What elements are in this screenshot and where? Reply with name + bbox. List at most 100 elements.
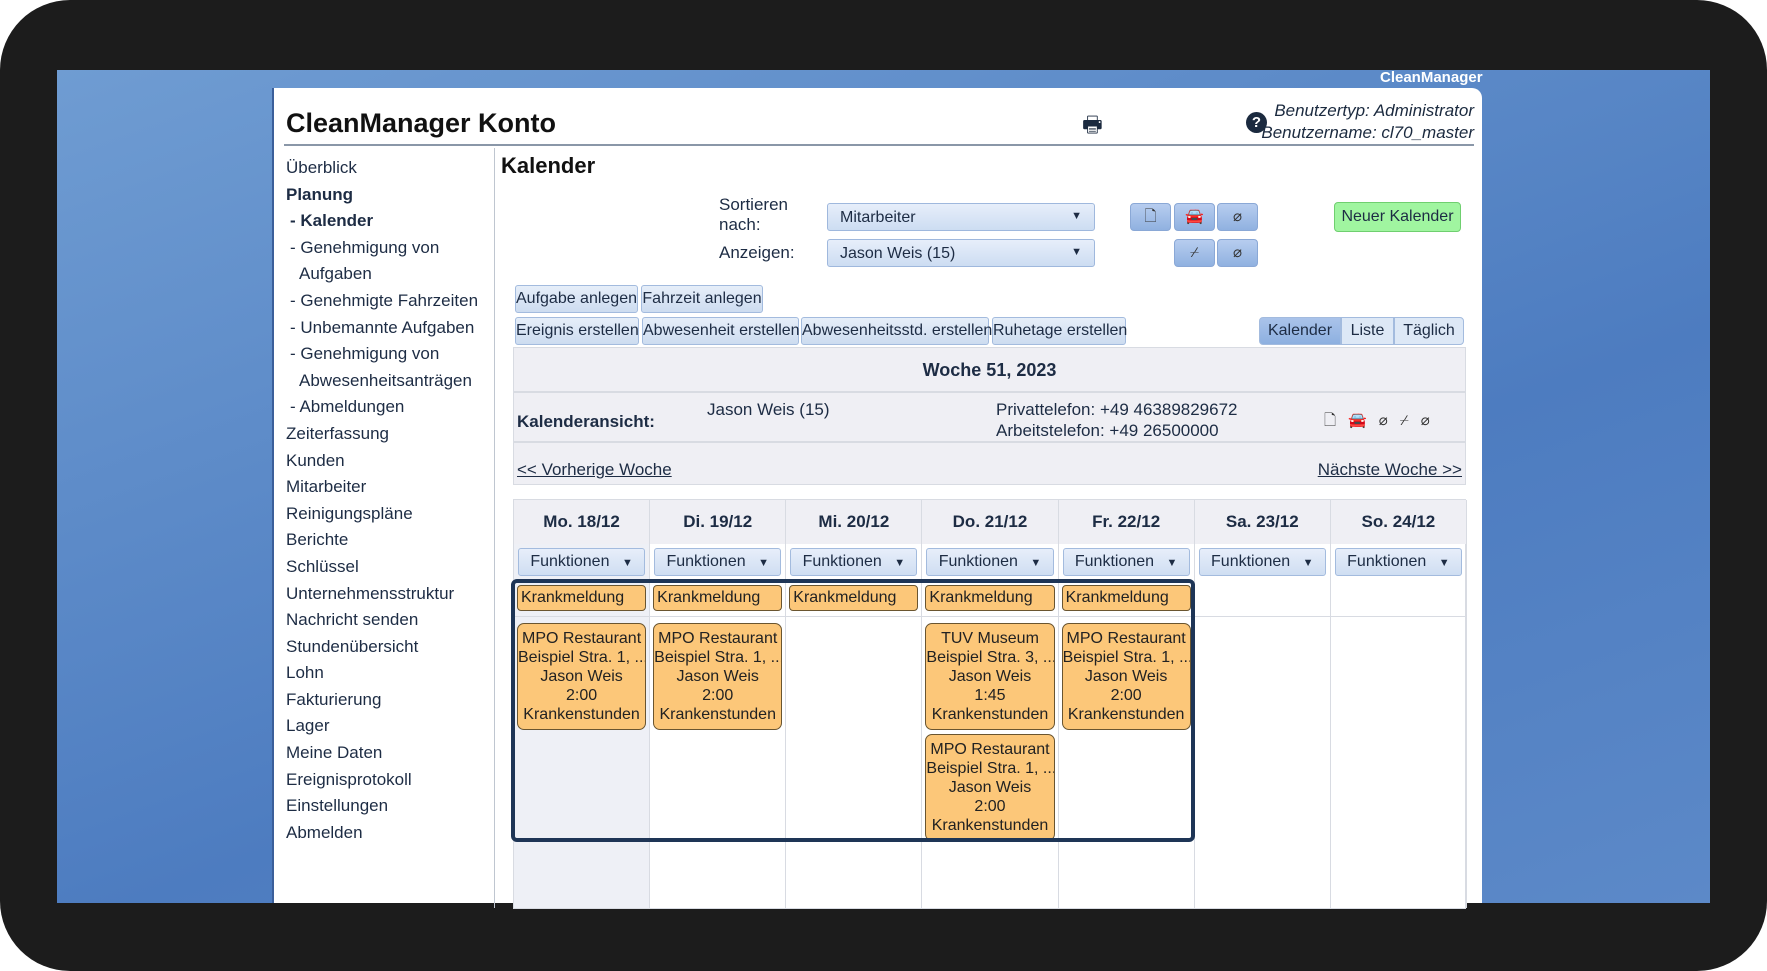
sort-label: Sortieren nach: xyxy=(719,195,788,234)
day-column: Sa. 23/12 Funktionen ▼ xyxy=(1194,500,1331,908)
sidebar-item[interactable]: - Genehmigte Fahrzeiten xyxy=(290,290,479,310)
day-column: So. 24/12 Funktionen ▼ xyxy=(1330,500,1467,908)
functions-dropdown[interactable]: Funktionen ▼ xyxy=(1334,548,1462,576)
day-column: Do. 21/12 Funktionen ▼ Krankmeldung TUV Mus… xyxy=(922,500,1059,908)
section-heading: Kalender xyxy=(501,153,596,178)
sick-note-badge[interactable]: Krankmeldung xyxy=(653,585,783,611)
sidebar-item[interactable]: Lohn xyxy=(286,663,324,683)
create-driving-time-button[interactable]: Fahrzeit anlegen xyxy=(641,285,763,313)
help-icon[interactable]: ? xyxy=(1246,112,1267,133)
sick-note-badge[interactable]: Krankmeldung xyxy=(517,585,647,611)
filter-absence-button[interactable]: ⌀ xyxy=(1217,203,1258,231)
sidebar-item[interactable]: Abwesenheitsanträgen xyxy=(299,370,472,390)
next-week-link[interactable]: Nächste Woche >> xyxy=(1317,460,1462,479)
tab-taeglich[interactable]: Täglich xyxy=(1394,317,1464,345)
create-absence-hours-button[interactable]: Abwesenheitsstd. erstellen xyxy=(801,317,992,345)
calendar-event[interactable]: MPO Restaurant Beispiel Stra. 1, ... Jason… xyxy=(925,734,1055,841)
sidebar-item[interactable]: Abmelden xyxy=(286,822,363,842)
sick-row-divider xyxy=(1194,616,1330,617)
sidebar-item[interactable]: Reinigungspläne xyxy=(286,503,413,523)
caret-down-icon: ▼ xyxy=(1438,557,1450,569)
day-column: Fr. 22/12 Funktionen ▼ Krankmeldung MPO Res… xyxy=(1058,500,1195,908)
caret-down-icon: ▼ xyxy=(894,557,906,569)
filter-tasks-button[interactable]: 🗋 xyxy=(1130,203,1171,231)
sidebar-item[interactable]: Überblick xyxy=(286,158,357,177)
day-header: Do. 21/12 xyxy=(922,500,1058,544)
sort-select[interactable]: Mitarbeiter ▼ xyxy=(827,203,1095,231)
caret-down-icon: ▼ xyxy=(1071,210,1082,222)
create-task-button[interactable]: Aufgabe anlegen xyxy=(515,285,638,313)
sidebar-item[interactable]: - Genehmigung von xyxy=(290,237,440,257)
absence-hours-icon: ⌿ xyxy=(1399,412,1421,429)
absence-icon: ⌀ xyxy=(1378,412,1400,429)
sidebar-item[interactable]: Berichte xyxy=(286,530,349,550)
sidebar-item[interactable]: Einstellungen xyxy=(286,796,389,816)
private-phone: Privattelefon: +49 46389829672 xyxy=(996,400,1238,419)
car-icon: 🚘 xyxy=(1348,412,1379,429)
sick-note-badge[interactable]: Krankmeldung xyxy=(1061,585,1191,611)
sidebar-item[interactable]: Zeiterfassung xyxy=(286,423,389,443)
day-header: Sa. 23/12 xyxy=(1194,500,1330,544)
calendar-event[interactable]: MPO Restaurant Beispiel Stra. 1, ... Jason… xyxy=(653,623,783,730)
sidebar-item[interactable]: Ereignisprotokoll xyxy=(286,769,412,789)
functions-dropdown[interactable]: Funktionen ▼ xyxy=(926,548,1054,576)
day-column: Mi. 20/12 Funktionen ▼ Krankmeldung xyxy=(786,500,923,908)
functions-label: Funktionen xyxy=(1347,553,1427,570)
event-line: 2:00 xyxy=(1110,687,1142,704)
sidebar-item[interactable]: Lager xyxy=(286,716,330,736)
event-line: Jason Weis xyxy=(948,668,1032,685)
filter-restdays-button[interactable]: ⌀ xyxy=(1217,239,1258,267)
week-info-panel: Woche 51, 2023 Kalenderansicht: Jason We… xyxy=(513,347,1466,485)
sick-note-badge[interactable]: Krankmeldung xyxy=(925,585,1055,611)
sidebar-item[interactable]: Unternehmensstruktur xyxy=(286,583,455,603)
user-type: Benutzertyp: Administrator xyxy=(1274,101,1474,120)
sidebar-item[interactable]: Mitarbeiter xyxy=(286,477,367,497)
create-rest-days-button[interactable]: Ruhetage erstellen xyxy=(992,317,1127,345)
page-title: CleanManager Konto xyxy=(286,108,557,138)
calendar-event[interactable]: MPO Restaurant Beispiel Stra. 1, ... Jason… xyxy=(517,623,647,730)
functions-label: Funktionen xyxy=(938,553,1018,570)
create-event-button[interactable]: Ereignis erstellen xyxy=(515,317,639,345)
restday-icon: ⌀ xyxy=(1420,412,1442,429)
create-absence-button[interactable]: Abwesenheit erstellen xyxy=(642,317,800,345)
tab-kalender[interactable]: Kalender xyxy=(1259,317,1341,345)
functions-dropdown[interactable]: Funktionen ▼ xyxy=(1062,548,1190,576)
user-name: Benutzername: cl70_master xyxy=(1261,123,1474,142)
sidebar-item[interactable]: Stundenübersicht xyxy=(286,636,419,656)
functions-dropdown[interactable]: Funktionen ▼ xyxy=(518,548,646,576)
sidebar-item[interactable]: - Abmeldungen xyxy=(290,397,405,417)
filter-absence-hours-button[interactable]: ⌿ xyxy=(1174,239,1215,267)
sidebar-item[interactable]: Fakturierung xyxy=(286,689,382,709)
event-line: Jason Weis xyxy=(1084,668,1168,685)
event-line: MPO Restaurant xyxy=(521,630,642,647)
sidebar-item[interactable]: Schlüssel xyxy=(286,556,359,576)
sidebar-item[interactable]: Kunden xyxy=(286,450,345,470)
calendar-view-label: Kalenderansicht: xyxy=(517,412,655,431)
sidebar-item[interactable]: Aufgaben xyxy=(299,264,372,284)
filter-driving-button[interactable]: 🚘 xyxy=(1174,203,1215,231)
functions-dropdown[interactable]: Funktionen ▼ xyxy=(654,548,782,576)
functions-dropdown[interactable]: Funktionen ▼ xyxy=(1198,548,1326,576)
calendar-event[interactable]: MPO Restaurant Beispiel Stra. 1, ... Jason… xyxy=(1061,623,1191,730)
calendar-event[interactable]: TUV Museum Beispiel Stra. 3, ... Jason Wei… xyxy=(925,623,1055,730)
work-phone: Arbeitstelefon: +49 26500000 xyxy=(996,421,1219,440)
sick-row-divider xyxy=(922,616,1058,617)
new-calendar-button[interactable]: Neuer Kalender xyxy=(1334,202,1461,232)
show-select[interactable]: Jason Weis (15) ▼ xyxy=(827,239,1095,267)
functions-dropdown[interactable]: Funktionen ▼ xyxy=(790,548,918,576)
sick-row-divider xyxy=(650,616,786,617)
event-line: Jason Weis xyxy=(948,779,1032,796)
tab-liste[interactable]: Liste xyxy=(1341,317,1394,345)
sidebar-item[interactable]: - Genehmigung von xyxy=(290,344,440,364)
event-line: Beispiel Stra. 1, ... xyxy=(926,760,1055,777)
sidebar-item[interactable]: Planung xyxy=(286,184,354,204)
print-icon[interactable]: 🖶 xyxy=(1082,112,1103,137)
sidebar-item[interactable]: Nachricht senden xyxy=(286,610,419,630)
sick-note-badge[interactable]: Krankmeldung xyxy=(789,585,919,611)
sidebar-item[interactable]: - Kalender xyxy=(290,211,374,231)
day-column: Mo. 18/12 Funktionen ▼ Krankmeldung MPO Res… xyxy=(514,500,651,908)
sidebar-item[interactable]: - Unbemannte Aufgaben xyxy=(290,317,475,337)
previous-week-link[interactable]: << Vorherige Woche xyxy=(517,460,672,479)
sidebar-item[interactable]: Meine Daten xyxy=(286,743,383,763)
week-title: Woche 51, 2023 xyxy=(514,348,1465,393)
